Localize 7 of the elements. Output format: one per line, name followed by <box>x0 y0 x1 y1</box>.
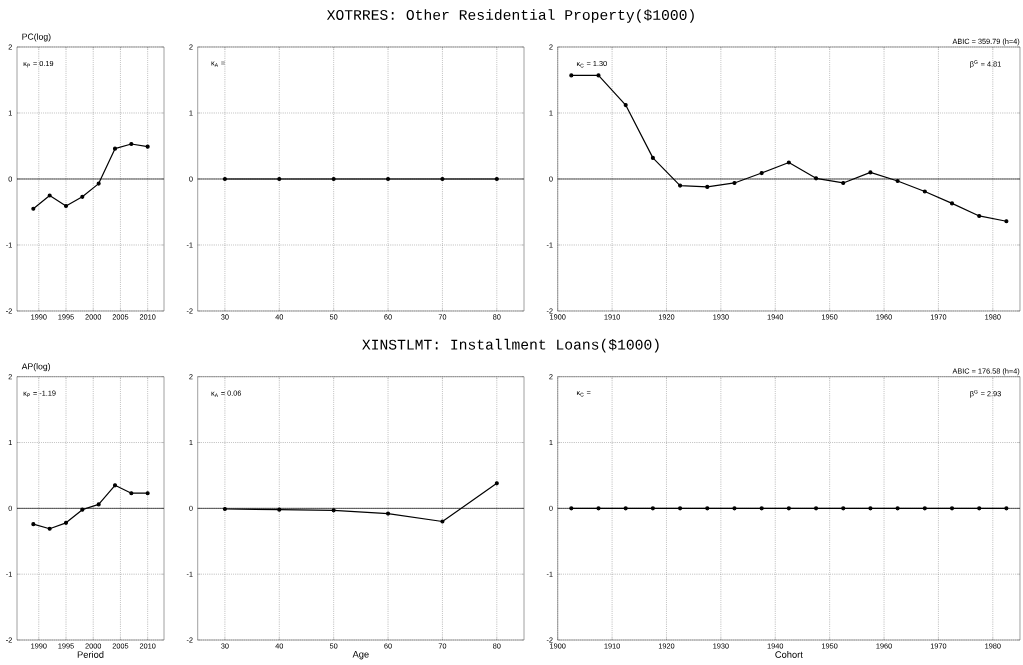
x-axis-title: Cohort <box>775 651 803 658</box>
y-axis-title: AP(log) <box>21 363 51 372</box>
x-axis-title: Period <box>77 651 104 658</box>
chart-title: XINSTLMT: Installment Loans($1000) <box>362 338 659 353</box>
chart-title: XOTRRES: Other Residential Property($1000) <box>326 9 694 23</box>
y-axis-title: PC(log) <box>22 33 51 42</box>
x-axis-title: Age <box>352 651 369 660</box>
